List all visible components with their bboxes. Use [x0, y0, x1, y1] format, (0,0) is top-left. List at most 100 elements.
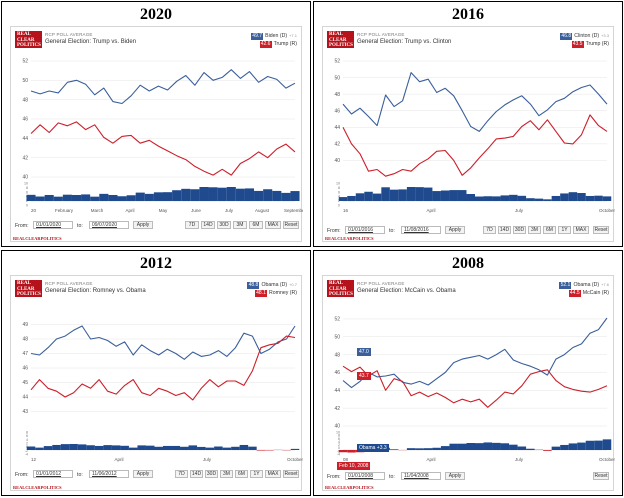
spread-bar [355, 193, 365, 201]
y-tick-label: 40 [334, 424, 340, 430]
range-1y-button[interactable]: 1Y [250, 470, 263, 478]
poll-chart-panel: REAL CLEAR POLITICS RCP POLL AVERAGE Gener… [322, 275, 615, 491]
rep-series-line [30, 121, 296, 176]
reset-button[interactable]: Reset [283, 470, 299, 478]
spread-bar [77, 444, 87, 450]
panel-2016: 2016 REAL CLEAR POLITICS RCP POLL AVERAGE … [313, 1, 623, 247]
spread-bar [338, 197, 348, 201]
reset-button[interactable]: Reset [593, 472, 609, 480]
spread-bar [543, 199, 552, 201]
dem-series-line [342, 317, 608, 389]
hover-date: Feb 10, 2008 [337, 462, 371, 470]
chart-title: General Election: Trump vs. Biden [45, 39, 137, 45]
x-tick-label: March [91, 208, 104, 213]
spread-bar [423, 448, 433, 450]
spread-bar [254, 190, 264, 201]
apply-button[interactable]: Apply [133, 221, 153, 229]
range-3m-button[interactable]: 3M [220, 470, 233, 478]
range-30d-button[interactable]: 30D [205, 470, 218, 478]
y-tick-label: 46 [22, 117, 28, 123]
apply-button[interactable]: Apply [133, 470, 153, 478]
year-heading: 2008 [452, 255, 484, 272]
spread-bar [509, 194, 518, 201]
spread-bar [347, 195, 356, 201]
reset-button[interactable]: Reset [283, 221, 299, 229]
range-30d-button[interactable]: 30D [217, 221, 231, 229]
spread-bar [432, 191, 441, 201]
y-tick-label: 44 [334, 388, 340, 394]
y-tick-label: 42 [334, 142, 340, 148]
y-tick-label: 43 [22, 409, 28, 415]
x-tick-label: October [599, 457, 615, 462]
spread-tick-label: 10 [336, 431, 340, 435]
spread-bar [475, 196, 484, 201]
spread-bar [594, 195, 603, 201]
x-tick-label: 12 [31, 457, 37, 462]
range-max-button[interactable]: MAX [265, 470, 281, 478]
from-date-input[interactable]: 01/01/2008 [345, 472, 385, 480]
from-date-input[interactable]: 01/01/2016 [345, 226, 385, 234]
range-3m-button[interactable]: 3M [233, 221, 247, 229]
spread-tick-label: 6 [26, 190, 28, 194]
y-tick-label: 50 [334, 75, 340, 81]
range-6m-button[interactable]: 6M [249, 221, 263, 229]
from-date-input[interactable]: 01/01/2012 [33, 470, 73, 478]
range-30d-button[interactable]: 30D [513, 226, 526, 234]
range-14d-button[interactable]: 14D [190, 470, 203, 478]
x-tick-label: February [55, 208, 74, 213]
to-date-input[interactable]: 11/08/2016 [401, 226, 441, 234]
reset-button[interactable]: Reset [593, 226, 609, 234]
range-6m-button[interactable]: 6M [235, 470, 248, 478]
spread-bar [99, 193, 109, 201]
poll-average-label: RCP POLL AVERAGE [45, 32, 93, 37]
rcp-logo: REAL CLEAR POLITICS [15, 31, 42, 48]
range-14d-button[interactable]: 14D [201, 221, 215, 229]
range-14d-button[interactable]: 14D [498, 226, 511, 234]
spread-bar [347, 450, 356, 453]
poll-average-label: RCP POLL AVERAGE [45, 281, 93, 286]
panel-2008: 2008 REAL CLEAR POLITICS RCP POLL AVERAGE … [313, 250, 623, 496]
spread-bar [231, 446, 240, 450]
panel-2012: 2012 REAL CLEAR POLITICS RCP POLL AVERAGE … [1, 250, 311, 496]
range-6m-button[interactable]: 6M [543, 226, 556, 234]
apply-button[interactable]: Apply [445, 472, 465, 480]
x-tick-label: 20 [31, 208, 37, 213]
poll-average-label: RCP POLL AVERAGE [357, 32, 405, 37]
range-max-button[interactable]: MAX [573, 226, 589, 234]
from-date-input[interactable]: 01/01/2020 [33, 221, 73, 229]
spread-bar [44, 194, 54, 201]
x-tick-label: October [287, 457, 303, 462]
spread-bar [94, 445, 104, 450]
to-date-input[interactable]: 09/07/2020 [89, 221, 129, 229]
range-7d-button[interactable]: 7D [483, 226, 496, 234]
spread-bar [500, 195, 510, 201]
spread-bar [214, 446, 223, 450]
spread-bar [108, 194, 118, 201]
spread-bar [406, 448, 416, 450]
spread-tick-label: 4 [338, 195, 340, 199]
apply-button[interactable]: Apply [445, 226, 465, 234]
spread-bar [492, 442, 501, 450]
range-7d-button[interactable]: 7D [175, 470, 188, 478]
spread-bar [226, 187, 236, 201]
range-1y-button[interactable]: 1Y [558, 226, 571, 234]
range-max-button[interactable]: MAX [265, 221, 281, 229]
spread-bar [560, 444, 569, 450]
spread-bar [509, 444, 518, 450]
spread-bar [594, 440, 603, 450]
y-tick-label: 52 [334, 317, 340, 323]
spread-bar [568, 443, 578, 450]
to-date-input[interactable]: 11/06/2012 [89, 470, 129, 478]
spread-bar [256, 450, 266, 451]
range-7d-button[interactable]: 7D [185, 221, 199, 229]
spread-bar [222, 447, 232, 450]
spread-tick-label: 2 [26, 199, 28, 203]
spread-bar [188, 445, 198, 450]
range-3m-button[interactable]: 3M [528, 226, 541, 234]
to-date-input[interactable]: 11/04/2008 [401, 472, 441, 480]
x-tick-label: April [426, 457, 435, 462]
spread-bar [534, 198, 544, 201]
poll-average-label: RCP POLL AVERAGE [357, 281, 405, 286]
spread-bar [197, 446, 206, 450]
